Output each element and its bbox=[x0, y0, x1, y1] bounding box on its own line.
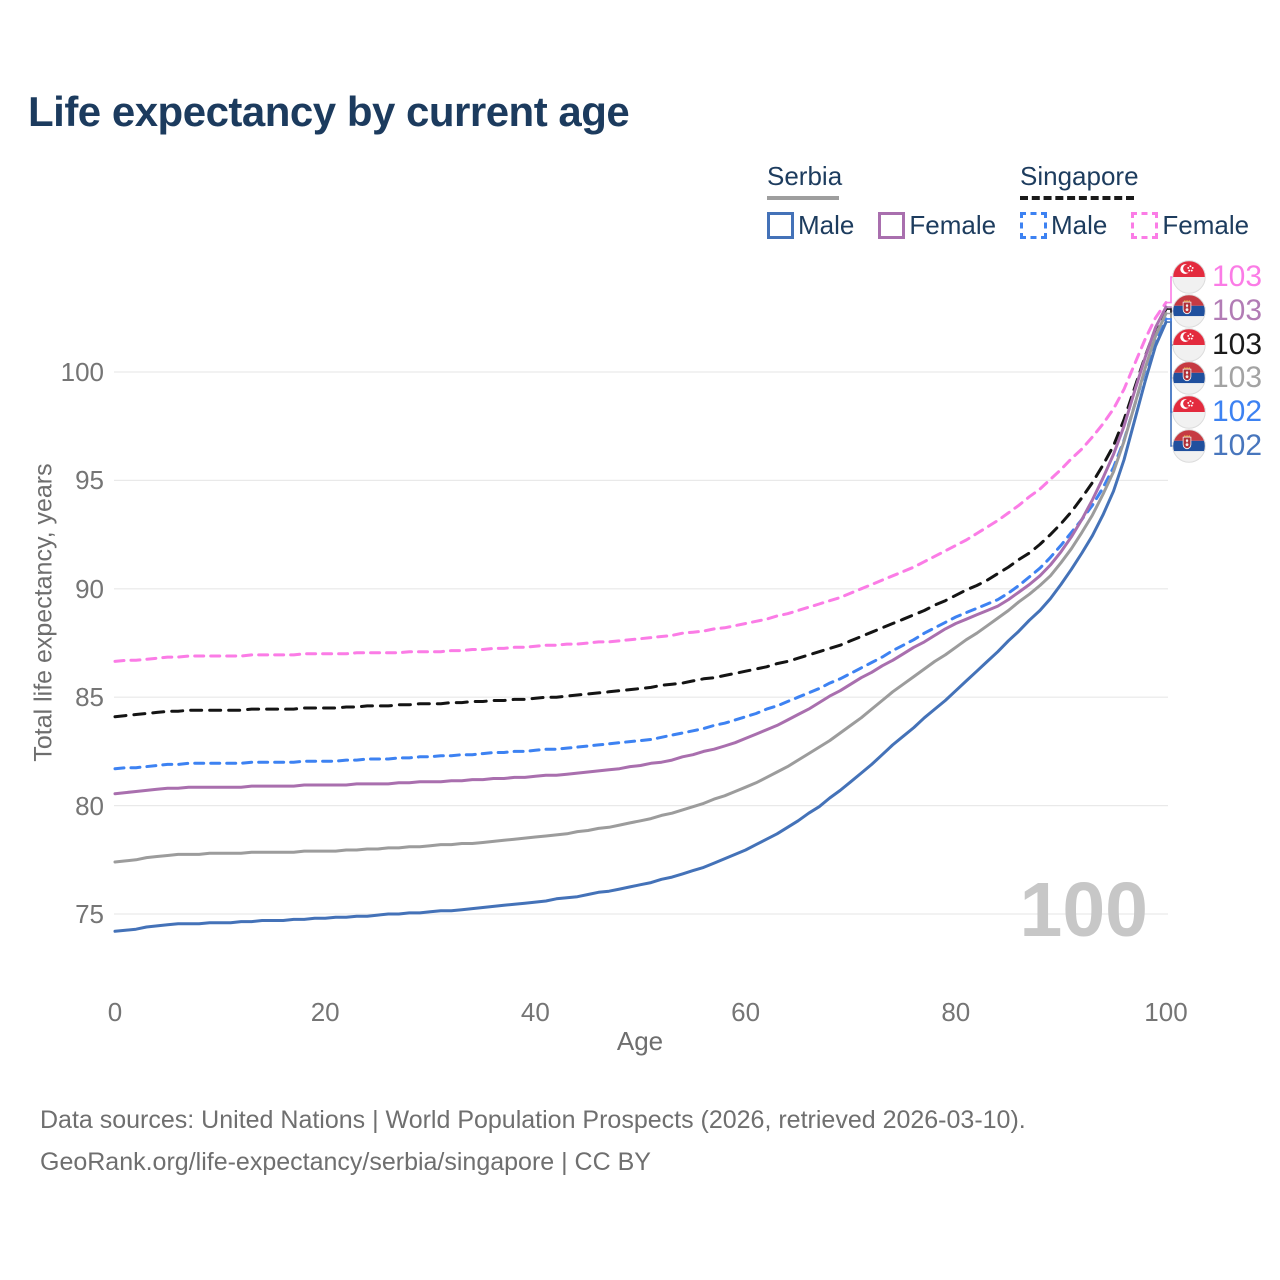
end-label-value: 102 bbox=[1212, 429, 1263, 462]
serbia-flag-icon bbox=[1172, 294, 1206, 328]
legend-header-serbia[interactable]: Serbia bbox=[767, 161, 843, 191]
legend-swatch-serbia-female bbox=[878, 212, 906, 239]
legend-item-serbia-male[interactable]: Male bbox=[767, 210, 854, 241]
legend-label: Male bbox=[798, 210, 855, 240]
age-watermark: 100 bbox=[1019, 867, 1148, 953]
x-tick-60: 60 bbox=[731, 997, 761, 1027]
legend-underline-singapore bbox=[1020, 196, 1134, 200]
y-tick-100: 100 bbox=[60, 357, 104, 387]
legend-item-singapore-male[interactable]: Male bbox=[1020, 210, 1107, 241]
end-label-serbia-male: 102 bbox=[1172, 429, 1262, 463]
x-tick-40: 40 bbox=[520, 997, 550, 1027]
legend-swatch-serbia-male bbox=[767, 212, 794, 239]
series-line-serbia-all[interactable] bbox=[113, 312, 1168, 864]
x-tick-0: 0 bbox=[107, 997, 123, 1027]
singapore-flag-icon bbox=[1172, 395, 1206, 429]
series-line-singapore-all[interactable] bbox=[113, 307, 1168, 719]
end-label-serbia-all: 103 bbox=[1172, 361, 1262, 395]
series-line-singapore-female[interactable] bbox=[113, 301, 1168, 663]
legend-underline-serbia bbox=[767, 196, 839, 200]
serbia-flag-icon bbox=[1172, 429, 1206, 463]
legend-label: Female bbox=[1162, 210, 1250, 240]
series-line-serbia-male[interactable] bbox=[113, 320, 1168, 933]
legend-item-singapore-female[interactable]: Female bbox=[1131, 210, 1249, 241]
x-tick-20: 20 bbox=[310, 997, 340, 1027]
end-label-value: 102 bbox=[1212, 395, 1263, 428]
y-axis-title: Total life expectancy, years bbox=[29, 463, 58, 762]
legend-item-serbia-female[interactable]: Female bbox=[878, 210, 996, 241]
end-label-value: 103 bbox=[1212, 328, 1263, 361]
legend-group-serbia: Serbia Male Female bbox=[767, 161, 996, 241]
x-tick-100: 100 bbox=[1144, 997, 1188, 1027]
y-tick-85: 85 bbox=[75, 682, 104, 713]
end-label-serbia-female: 103 bbox=[1172, 294, 1262, 328]
page-title: Life expectancy by current age bbox=[28, 88, 630, 135]
end-label-singapore-female: 103 bbox=[1172, 260, 1262, 294]
footer-attribution-link[interactable]: GeoRank.org/life-expectancy/serbia/singa… bbox=[40, 1148, 651, 1176]
y-tick-75: 75 bbox=[75, 899, 104, 929]
x-tick-80: 80 bbox=[941, 997, 971, 1027]
y-tick-80: 80 bbox=[75, 790, 104, 821]
legend-items-serbia: Male Female bbox=[767, 210, 996, 241]
singapore-flag-icon bbox=[1172, 260, 1206, 294]
y-tick-90: 90 bbox=[75, 573, 104, 604]
end-label-singapore-male: 102 bbox=[1172, 395, 1262, 429]
serbia-flag-icon bbox=[1172, 361, 1206, 395]
legend-items-singapore: Male Female bbox=[1020, 210, 1249, 241]
legend-header-singapore[interactable]: Singapore bbox=[1020, 161, 1139, 191]
end-label-value: 103 bbox=[1212, 361, 1263, 394]
y-tick-95: 95 bbox=[75, 465, 104, 496]
legend-swatch-singapore-male bbox=[1020, 212, 1047, 239]
end-label-singapore-all: 103 bbox=[1172, 328, 1262, 362]
legend-swatch-singapore-female bbox=[1131, 212, 1159, 239]
footer-data-sources: Data sources: United Nations | World Pop… bbox=[40, 1106, 1026, 1134]
end-label-value: 103 bbox=[1212, 260, 1263, 293]
series-line-serbia-female[interactable] bbox=[113, 305, 1168, 796]
legend-group-singapore: Singapore Male Female bbox=[1020, 161, 1249, 241]
x-axis-title: Age bbox=[616, 1026, 664, 1056]
series-line-singapore-male[interactable] bbox=[113, 317, 1168, 771]
legend-label: Male bbox=[1051, 210, 1108, 240]
singapore-flag-icon bbox=[1172, 328, 1206, 362]
end-label-value: 103 bbox=[1212, 294, 1263, 327]
legend-label: Female bbox=[909, 210, 997, 240]
